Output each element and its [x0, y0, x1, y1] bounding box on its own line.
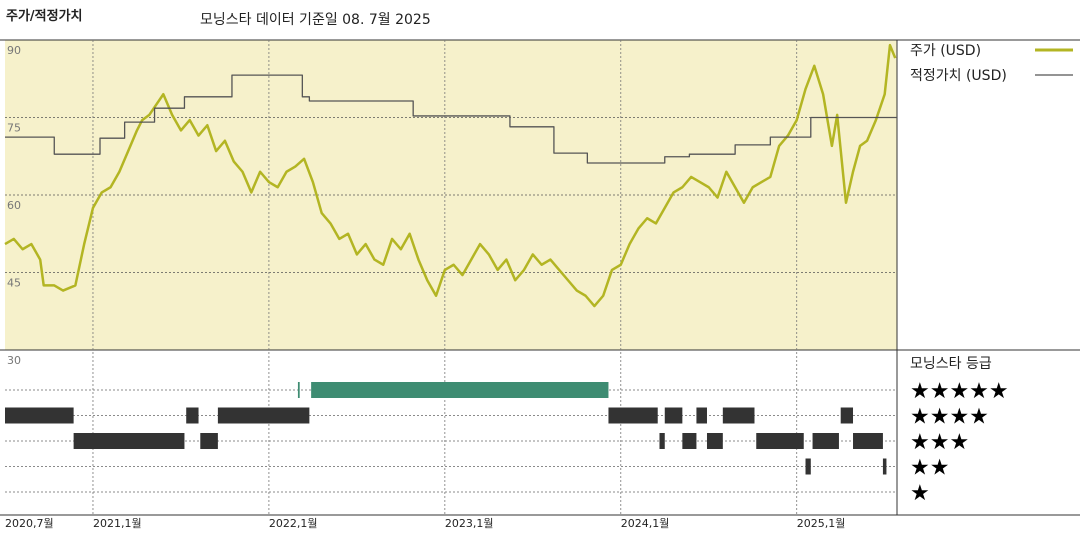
rating-label: ★★ — [910, 456, 949, 481]
rating-bar — [659, 433, 665, 449]
rating-bar — [882, 458, 887, 475]
rating-label: ★ — [910, 481, 930, 506]
rating-bar — [682, 433, 697, 449]
x-tick-label: 2022,1월 — [269, 517, 318, 530]
rating-bar — [73, 433, 185, 449]
rating-bar — [756, 433, 804, 449]
rating-bar — [200, 433, 218, 449]
rating-bar — [608, 407, 658, 424]
rating-bar — [664, 407, 683, 424]
fair-value-line — [5, 74, 897, 164]
x-tick-label: 2023,1월 — [445, 517, 494, 530]
rating-bar — [696, 407, 707, 424]
chart-title: 주가/적정가치 — [6, 8, 83, 24]
rating-bar — [186, 407, 199, 424]
y-tick-label: 30 — [7, 354, 21, 367]
rating-bar — [5, 407, 74, 424]
rating-bar — [812, 433, 839, 449]
x-tick-label: 2020,7월 — [5, 517, 54, 530]
legend-label: 주가 (USD) — [910, 43, 981, 59]
x-tick-label: 2025,1월 — [797, 517, 846, 530]
legend-label: 적정가치 (USD) — [910, 68, 1007, 84]
y-tick-label: 90 — [7, 44, 21, 57]
y-tick-label: 75 — [7, 122, 21, 135]
rating-title: 모닝스타 등급 — [910, 356, 992, 372]
rating-bar — [840, 407, 854, 424]
x-tick-label: 2021,1월 — [93, 517, 142, 530]
rating-label: ★★★★★ — [910, 379, 1009, 404]
rating-label: ★★★ — [910, 430, 969, 455]
price-line — [4, 43, 897, 308]
y-tick-label: 60 — [7, 199, 21, 212]
rating-bar — [722, 407, 755, 424]
rating-bar — [853, 433, 883, 449]
chart-subtitle: 모닝스타 데이터 기준일 08. 7월 2025 — [200, 12, 431, 28]
rating-bar — [217, 407, 310, 424]
y-tick-label: 45 — [7, 277, 21, 290]
rating-bar — [311, 382, 609, 398]
rating-label: ★★★★ — [910, 405, 989, 430]
rating-bar — [805, 458, 811, 475]
x-tick-label: 2024,1월 — [621, 517, 670, 530]
rating-bar — [297, 382, 300, 398]
rating-bar — [706, 433, 723, 449]
